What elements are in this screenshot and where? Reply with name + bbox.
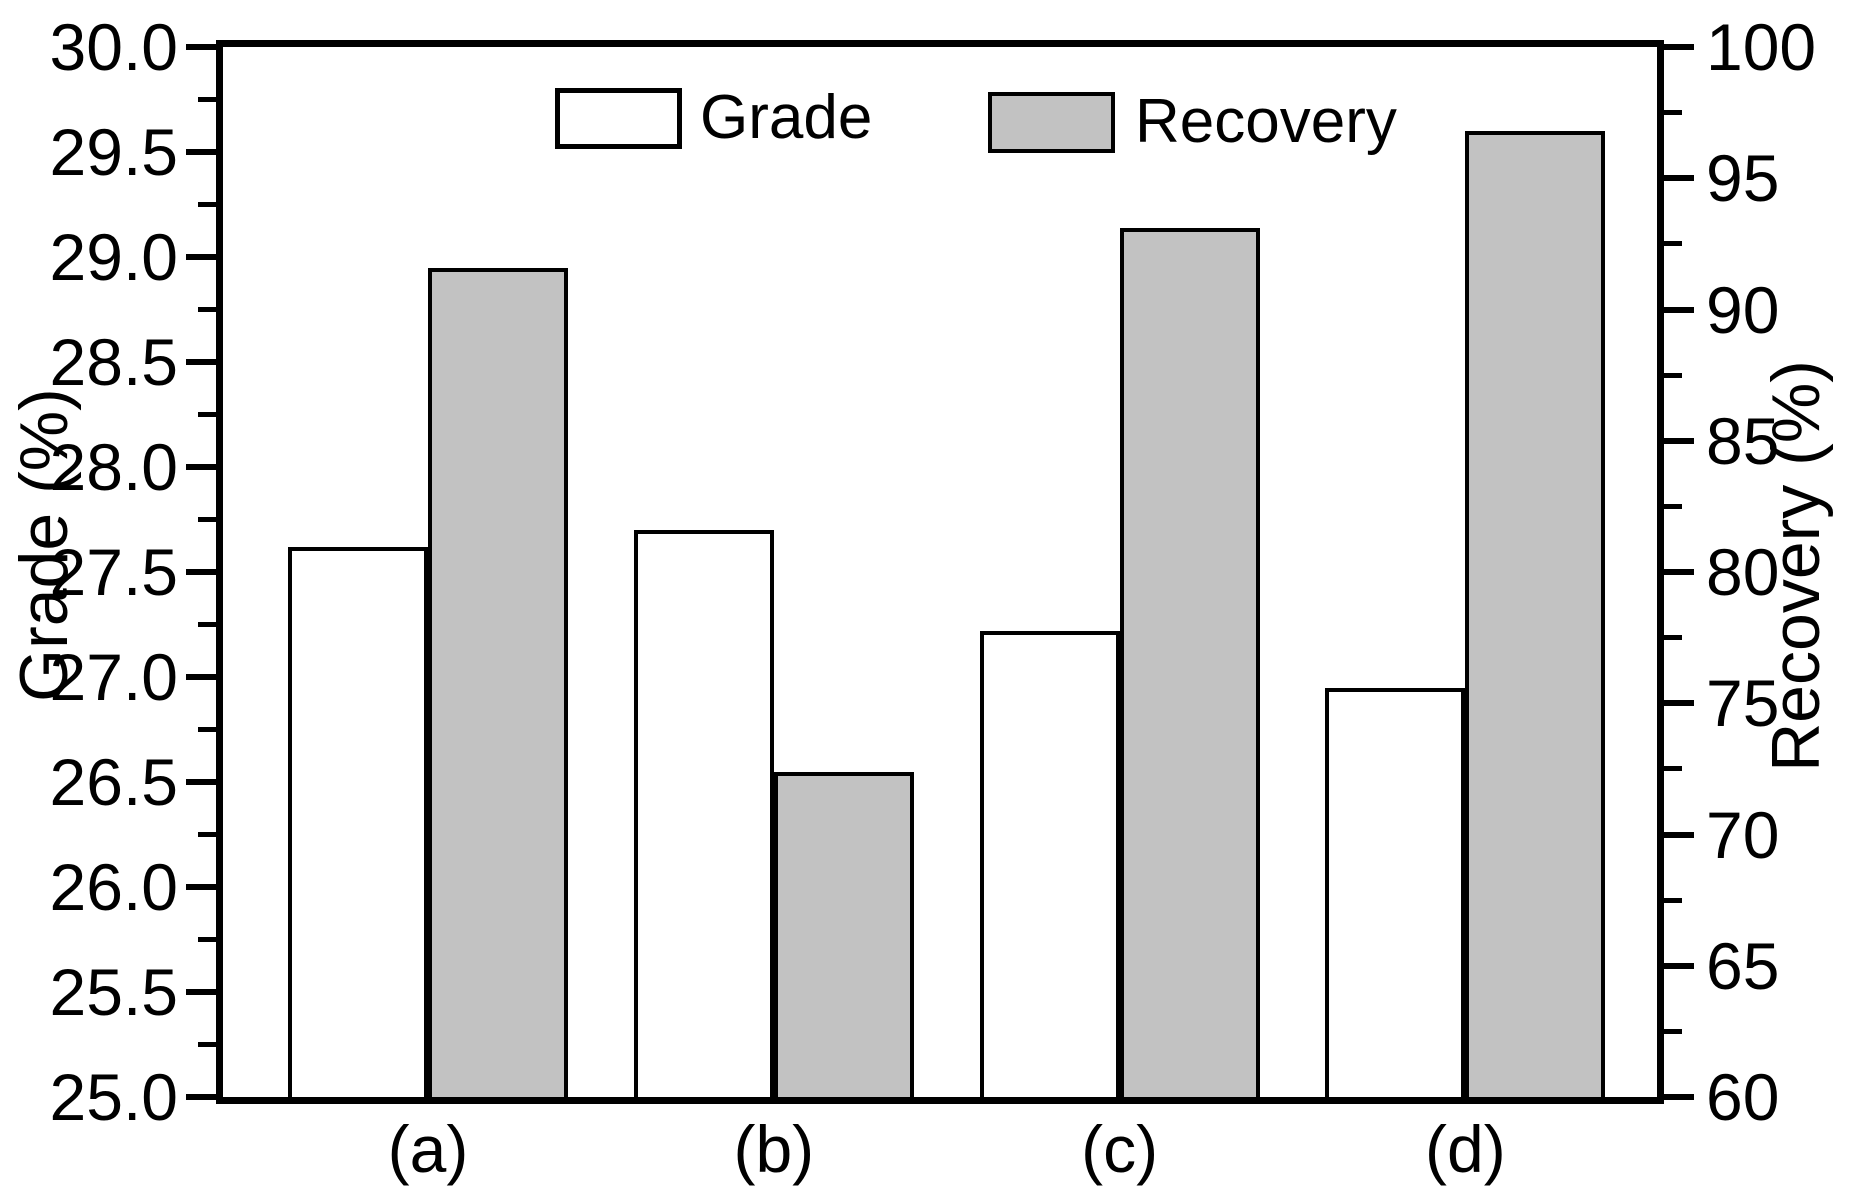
y-left-minor-tick	[198, 622, 216, 627]
y-right-major-tick	[1664, 831, 1694, 838]
y-left-major-tick	[186, 884, 216, 890]
y-left-major-tick	[186, 674, 216, 680]
bar-recovery-a	[428, 267, 568, 1101]
y-left-tick-label: 29.0	[49, 220, 178, 294]
y-left-minor-tick	[198, 1042, 216, 1047]
y-right-minor-tick	[1664, 503, 1682, 509]
bar-grade-d	[1325, 687, 1466, 1101]
x-category-label: (d)	[1425, 1112, 1506, 1186]
y-right-tick-label: 95	[1706, 141, 1780, 216]
y-left-major-tick	[186, 254, 216, 260]
y-right-minor-tick	[1664, 635, 1682, 641]
y-right-major-tick	[1664, 700, 1694, 707]
y-left-tick-label: 28.0	[49, 430, 178, 504]
y-left-major-tick	[186, 569, 216, 575]
y-left-major-tick	[186, 44, 216, 50]
y-left-major-tick	[186, 1094, 216, 1100]
bar-recovery-b	[773, 771, 914, 1101]
y-right-tick-label: 100	[1706, 10, 1817, 84]
y-left-major-tick	[186, 464, 216, 470]
x-category-label: (c)	[1081, 1112, 1159, 1186]
y-right-minor-tick	[1664, 766, 1682, 772]
bar-recovery-c	[1119, 228, 1260, 1101]
y-left-tick-label: 27.5	[49, 535, 178, 609]
legend-swatch-recovery	[988, 92, 1115, 153]
y-left-major-tick	[186, 149, 216, 155]
y-right-major-tick	[1664, 569, 1694, 575]
y-right-minor-tick	[1664, 1028, 1682, 1034]
y-left-tick-label: 27.0	[49, 640, 178, 714]
y-left-minor-tick	[198, 727, 216, 732]
legend-swatch-grade	[555, 88, 682, 149]
y-left-major-tick	[186, 359, 216, 365]
y-left-minor-tick	[198, 832, 216, 837]
y-left-minor-tick	[198, 307, 216, 312]
y-right-major-tick	[1664, 437, 1694, 444]
y-left-tick-label: 29.5	[49, 115, 178, 189]
y-right-tick-label: 60	[1706, 1060, 1780, 1134]
bar-grade-c	[979, 630, 1120, 1101]
y-left-major-tick	[186, 779, 216, 785]
x-category-label: (a)	[387, 1112, 469, 1186]
y-left-tick-label: 25.0	[49, 1060, 178, 1134]
y-right-major-tick	[1664, 306, 1694, 313]
x-category-label: (b)	[733, 1112, 815, 1186]
y-right-minor-tick	[1664, 241, 1682, 247]
y-left-minor-tick	[198, 202, 216, 207]
y-left-tick-label: 26.0	[49, 850, 178, 924]
y-right-tick-label: 80	[1706, 535, 1780, 609]
y-left-tick-label: 30.0	[49, 10, 178, 84]
y-right-major-tick	[1664, 1094, 1694, 1100]
y-right-tick-label: 70	[1706, 797, 1780, 872]
y-left-tick-label: 25.5	[49, 955, 178, 1029]
bar-grade-a	[288, 546, 428, 1101]
y-right-minor-tick	[1664, 897, 1682, 903]
y-right-major-tick	[1664, 175, 1694, 182]
y-left-minor-tick	[198, 97, 216, 102]
bar-grade-b	[633, 530, 774, 1101]
y-right-tick-label: 65	[1706, 928, 1780, 1003]
plot-area-frame	[216, 40, 1664, 1104]
bar-recovery-d	[1465, 131, 1606, 1101]
y-right-tick-label: 85	[1706, 403, 1780, 478]
y-right-tick-label: 90	[1706, 272, 1780, 347]
legend-label-recovery: Recovery	[1135, 87, 1397, 156]
y-right-minor-tick	[1664, 372, 1682, 378]
y-right-major-tick	[1664, 44, 1694, 50]
y-left-tick-label: 26.5	[49, 745, 178, 819]
legend-label-grade: Grade	[700, 83, 873, 152]
y-left-tick-label: 28.5	[49, 325, 178, 399]
y-right-major-tick	[1664, 962, 1694, 969]
y-right-minor-tick	[1664, 110, 1682, 116]
y-left-minor-tick	[198, 412, 216, 417]
y-left-minor-tick	[198, 517, 216, 522]
y-left-minor-tick	[198, 937, 216, 942]
y-left-major-tick	[186, 989, 216, 995]
y-right-tick-label: 75	[1706, 666, 1780, 741]
